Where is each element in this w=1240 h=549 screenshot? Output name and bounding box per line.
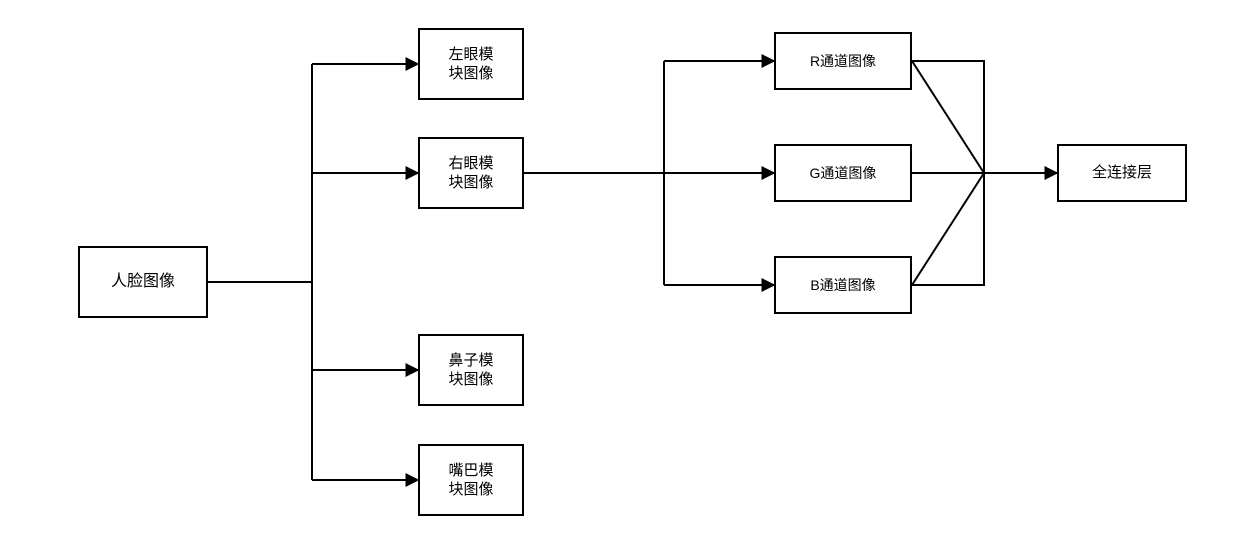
node-r-channel: R通道图像 bbox=[774, 32, 912, 90]
node-left-eye: 左眼模块图像 bbox=[418, 28, 524, 100]
node-label: B通道图像 bbox=[810, 276, 875, 294]
node-label: 鼻子模块图像 bbox=[448, 351, 493, 390]
node-input: 人脸图像 bbox=[78, 246, 208, 318]
node-fc: 全连接层 bbox=[1057, 144, 1187, 202]
node-label: 全连接层 bbox=[1092, 163, 1152, 183]
node-b-channel: B通道图像 bbox=[774, 256, 912, 314]
node-nose: 鼻子模块图像 bbox=[418, 334, 524, 406]
node-label: 左眼模块图像 bbox=[448, 45, 493, 84]
node-mouth: 嘴巴模块图像 bbox=[418, 444, 524, 516]
node-label: G通道图像 bbox=[810, 164, 877, 182]
flowchart-canvas: 人脸图像 左眼模块图像 右眼模块图像 鼻子模块图像 嘴巴模块图像 R通道图像 G… bbox=[0, 0, 1240, 549]
node-label: R通道图像 bbox=[810, 52, 876, 70]
node-right-eye: 右眼模块图像 bbox=[418, 137, 524, 209]
node-g-channel: G通道图像 bbox=[774, 144, 912, 202]
node-label: 嘴巴模块图像 bbox=[448, 461, 493, 500]
node-label: 右眼模块图像 bbox=[448, 154, 493, 193]
node-label: 人脸图像 bbox=[111, 272, 175, 293]
